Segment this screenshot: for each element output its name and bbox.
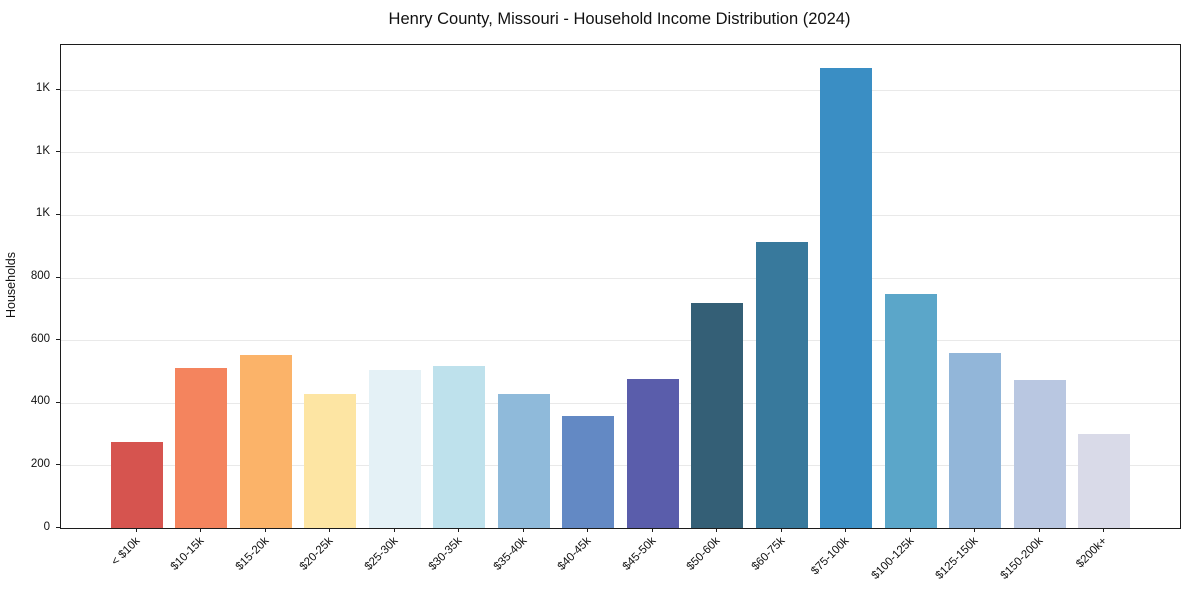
y-tick-label-1400: 1K (35, 82, 50, 95)
bar-$125-150k (949, 353, 1001, 528)
bar-$20-25k (304, 394, 356, 528)
bar-$50-60k (691, 302, 743, 528)
x-tick-mark (651, 528, 653, 532)
y-tick-mark (56, 88, 60, 90)
x-tick-mark (1103, 528, 1104, 532)
x-tick-mark (1038, 528, 1040, 532)
bar-$45-50k (626, 378, 679, 528)
bar-$15-20k (239, 354, 292, 528)
x-tick-mark (264, 528, 266, 532)
y-tick-mark (56, 213, 60, 215)
bar-$35-40k (497, 394, 550, 528)
bar-$60-75k (755, 241, 808, 528)
x-tick-mark (974, 528, 975, 532)
gridline-200 (61, 465, 1180, 467)
x-tick-mark (135, 528, 137, 532)
bar-$30-35k (433, 365, 485, 528)
y-tick-mark (56, 401, 60, 403)
bar-$150-200k (1013, 379, 1066, 528)
bar-$100-125k (884, 293, 937, 528)
x-tick-mark (845, 528, 846, 532)
x-tick-mark (329, 528, 330, 532)
bar-$200k+ (1078, 434, 1130, 528)
plot-area (60, 44, 1181, 529)
bar-$25-30k (368, 369, 421, 528)
y-tick-label-1200: 1K (35, 144, 50, 157)
y-tick-label-600: 600 (30, 332, 50, 345)
x-tick-label-< $10k: < $10k (108, 535, 142, 569)
x-tick-mark (458, 528, 459, 532)
y-tick-mark (56, 464, 60, 466)
gridline-800 (61, 277, 1180, 279)
x-tick-mark (909, 528, 911, 532)
y-axis-label: Households (4, 252, 18, 319)
y-tick-mark (56, 276, 60, 278)
y-tick-mark (56, 527, 60, 528)
gridline-400 (61, 402, 1180, 404)
bar-< $10k (110, 441, 163, 528)
y-tick-label-200: 200 (30, 457, 50, 470)
bar-$10-15k (175, 368, 227, 528)
x-tick-mark (587, 528, 588, 532)
bar-$75-100k (820, 67, 872, 528)
chart-title: Henry County, Missouri - Household Incom… (388, 10, 851, 28)
x-tick-mark (522, 528, 524, 532)
x-tick-mark (200, 528, 201, 532)
y-tick-mark (56, 339, 60, 341)
y-tick-label-400: 400 (30, 395, 50, 408)
x-tick-mark (780, 528, 782, 532)
x-tick-mark (716, 528, 717, 532)
x-tick-mark (393, 528, 395, 532)
gridline-1000 (61, 214, 1180, 216)
y-tick-mark (56, 151, 60, 153)
gridline-600 (61, 340, 1180, 342)
gridline-1200 (61, 152, 1180, 154)
gridline-1400 (61, 89, 1180, 91)
y-tick-label-0: 0 (43, 520, 50, 533)
bar-$40-45k (562, 415, 614, 528)
y-tick-label-1000: 1K (35, 207, 50, 220)
y-tick-label-800: 800 (30, 270, 50, 283)
